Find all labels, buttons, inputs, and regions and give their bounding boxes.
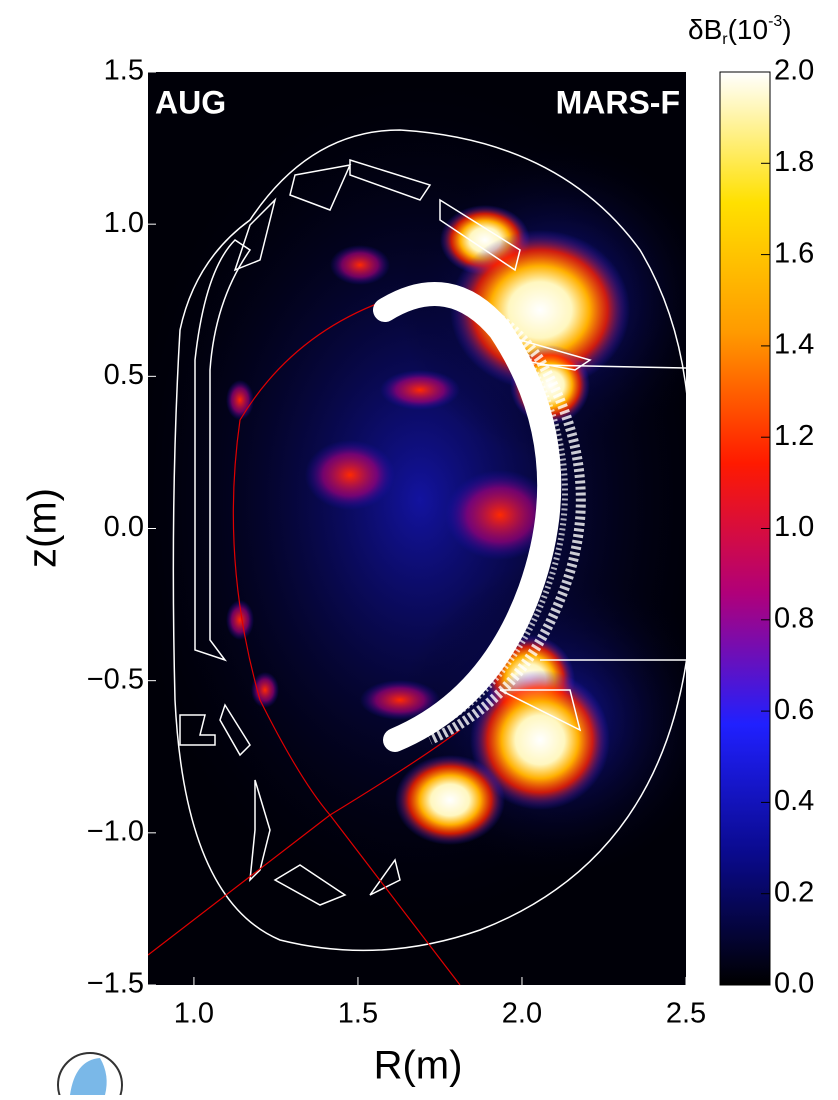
x-tick-label: 1.5 xyxy=(338,998,378,1030)
colorbar-tick-label: 1.4 xyxy=(774,329,814,361)
colorbar-label-part: ) xyxy=(782,14,791,45)
y-tick-label: 0.0 xyxy=(104,511,144,543)
colorbar-tick-label: 1.0 xyxy=(774,511,814,543)
colorbar-tick-label: 2.0 xyxy=(774,55,814,87)
y-tick-label: −1.5 xyxy=(87,968,144,1000)
colorbar-label-part: (10 xyxy=(728,14,768,45)
x-tick-label: 1.0 xyxy=(174,998,214,1030)
colorbar-tick-label: 1.6 xyxy=(774,237,814,269)
panel-label: MARS-F xyxy=(556,84,680,120)
colorbar-label-part: -3 xyxy=(768,13,782,30)
x-tick-label: 2.0 xyxy=(502,998,542,1030)
x-axis-label: R(m) xyxy=(374,1044,463,1088)
colorbar-tick-label: 0.0 xyxy=(774,968,814,1000)
colorbar-tick-label: 0.6 xyxy=(774,694,814,726)
colorbar-tick-label: 1.8 xyxy=(774,146,814,178)
colorbar-tick-label: 0.8 xyxy=(774,602,814,634)
colorbar-label: δBr(10-3) xyxy=(688,13,792,48)
colorbar-tick-label: 0.2 xyxy=(774,876,814,908)
y-tick-label: −0.5 xyxy=(87,663,144,695)
x-tick-label: 2.5 xyxy=(666,998,706,1030)
colorbar-label-part: r xyxy=(722,31,728,48)
y-tick-label: 0.5 xyxy=(104,359,144,391)
panel-label: AUG xyxy=(155,84,226,120)
y-tick-label: 1.0 xyxy=(104,207,144,239)
colorbar-tick-label: 1.2 xyxy=(774,420,814,452)
y-tick-label: −1.0 xyxy=(87,815,144,847)
colorbar-tick-label: 0.4 xyxy=(774,785,814,817)
colorbar-label-part: δB xyxy=(688,14,722,45)
y-tick-label: 1.5 xyxy=(104,55,144,87)
y-axis-label: z(m) xyxy=(21,488,65,568)
logo xyxy=(57,1052,123,1100)
field-map xyxy=(148,72,686,985)
